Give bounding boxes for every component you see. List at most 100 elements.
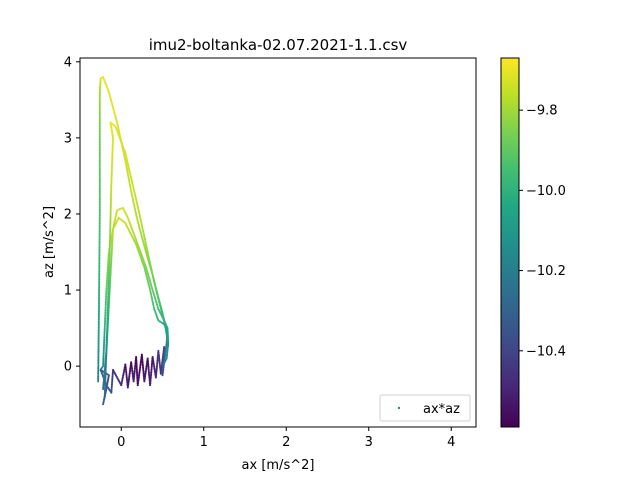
scatter-point: [138, 211, 141, 214]
scatter-point: [155, 368, 158, 371]
scatter-point: [155, 303, 158, 306]
scatter-point: [111, 228, 115, 231]
scatter-point: [137, 208, 140, 211]
scatter-point: [97, 342, 100, 345]
scatter-point: [98, 122, 101, 125]
scatter-point: [98, 97, 101, 100]
scatter-point: [104, 303, 107, 306]
scatter-point: [141, 364, 144, 367]
scatter-point: [98, 201, 101, 204]
scatter-point: [110, 166, 113, 169]
scatter-point: [156, 359, 159, 362]
scatter-point: [111, 149, 114, 152]
scatter-point: [143, 238, 147, 241]
scatter-point: [129, 186, 132, 189]
scatter-point: [97, 326, 100, 329]
scatter-point: [126, 379, 129, 382]
scatter-point: [125, 373, 128, 376]
scatter-point: [98, 128, 101, 132]
scatter-point: [109, 200, 112, 203]
scatter-point: [128, 180, 131, 183]
scatter-point: [125, 166, 128, 169]
scatter-point: [98, 149, 101, 152]
scatter-point: [98, 244, 101, 248]
scatter-point: [109, 231, 112, 234]
scatter-point: [98, 256, 101, 259]
scatter-point: [120, 143, 123, 146]
scatter-point: [158, 362, 161, 366]
scatter-point: [98, 182, 101, 185]
scatter-point: [118, 132, 121, 135]
scatter-point: [107, 300, 110, 303]
scatter-point: [105, 289, 108, 292]
scatter-point: [104, 298, 108, 301]
scatter-point: [129, 185, 132, 188]
scatter-point: [150, 363, 153, 366]
scatter-point: [104, 312, 107, 315]
scatter-point: [105, 282, 108, 285]
scatter-point: [98, 281, 101, 284]
scatter-point: [105, 342, 108, 346]
scatter-point: [124, 152, 127, 155]
scatter-point: [98, 163, 101, 166]
scatter-point: [144, 368, 148, 371]
scatter-point: [166, 339, 169, 343]
scatter-point: [163, 356, 166, 359]
scatter-point: [152, 292, 155, 295]
scatter-point: [152, 304, 155, 307]
scatter-point: [97, 321, 100, 324]
scatter-point: [111, 232, 114, 236]
scatter-point: [103, 342, 106, 345]
scatter-point: [98, 211, 101, 214]
scatter-point: [107, 293, 110, 296]
scatter-point: [109, 198, 113, 201]
scatter-point: [97, 377, 100, 380]
scatter-point: [108, 257, 111, 260]
scatter-point: [98, 88, 102, 91]
scatter-point: [124, 365, 127, 368]
scatter-point: [108, 260, 111, 263]
scatter-point: [120, 384, 123, 387]
scatter-point: [134, 195, 137, 199]
scatter-point: [146, 357, 149, 360]
scatter-point: [114, 218, 117, 221]
scatter-point: [108, 263, 111, 266]
scatter-point: [139, 366, 142, 369]
scatter-point: [103, 327, 106, 330]
scatter-point: [97, 324, 100, 327]
scatter-point: [133, 206, 136, 209]
scatter-point: [128, 372, 131, 375]
scatter-point: [109, 220, 112, 223]
scatter-point: [104, 382, 107, 385]
scatter-point: [99, 83, 102, 86]
scatter-point: [107, 301, 110, 304]
scatter-point: [157, 349, 160, 352]
scatter-point: [111, 146, 114, 149]
chart-title: imu2-boltanka-02.07.2021-1.1.csv: [149, 36, 408, 54]
scatter-point: [102, 386, 105, 389]
x-axis-ticks: 0 1 2 3 4: [117, 427, 455, 450]
scatter-point: [98, 116, 101, 119]
scatter-point: [106, 330, 109, 333]
scatter-point: [161, 313, 164, 316]
scatter-point: [98, 230, 101, 233]
scatter-point: [97, 343, 100, 346]
scatter-point: [98, 95, 101, 99]
scatter-point: [149, 292, 152, 295]
scatter-point: [147, 368, 150, 371]
scatter-point: [155, 371, 158, 374]
scatter-point: [129, 188, 132, 191]
scatter-point: [98, 203, 101, 206]
scatter-point: [115, 213, 118, 216]
colorbar-tick-label: −9.8: [526, 104, 558, 119]
scatter-point: [99, 82, 102, 85]
scatter-point: [109, 207, 112, 211]
scatter-point: [108, 239, 112, 242]
scatter-point: [106, 276, 109, 279]
scatter-point: [109, 223, 112, 226]
x-tick-label: 0: [117, 435, 125, 450]
scatter-point: [137, 377, 140, 380]
scatter-point: [97, 351, 100, 354]
scatter-point: [165, 330, 168, 333]
scatter-point: [98, 285, 101, 288]
